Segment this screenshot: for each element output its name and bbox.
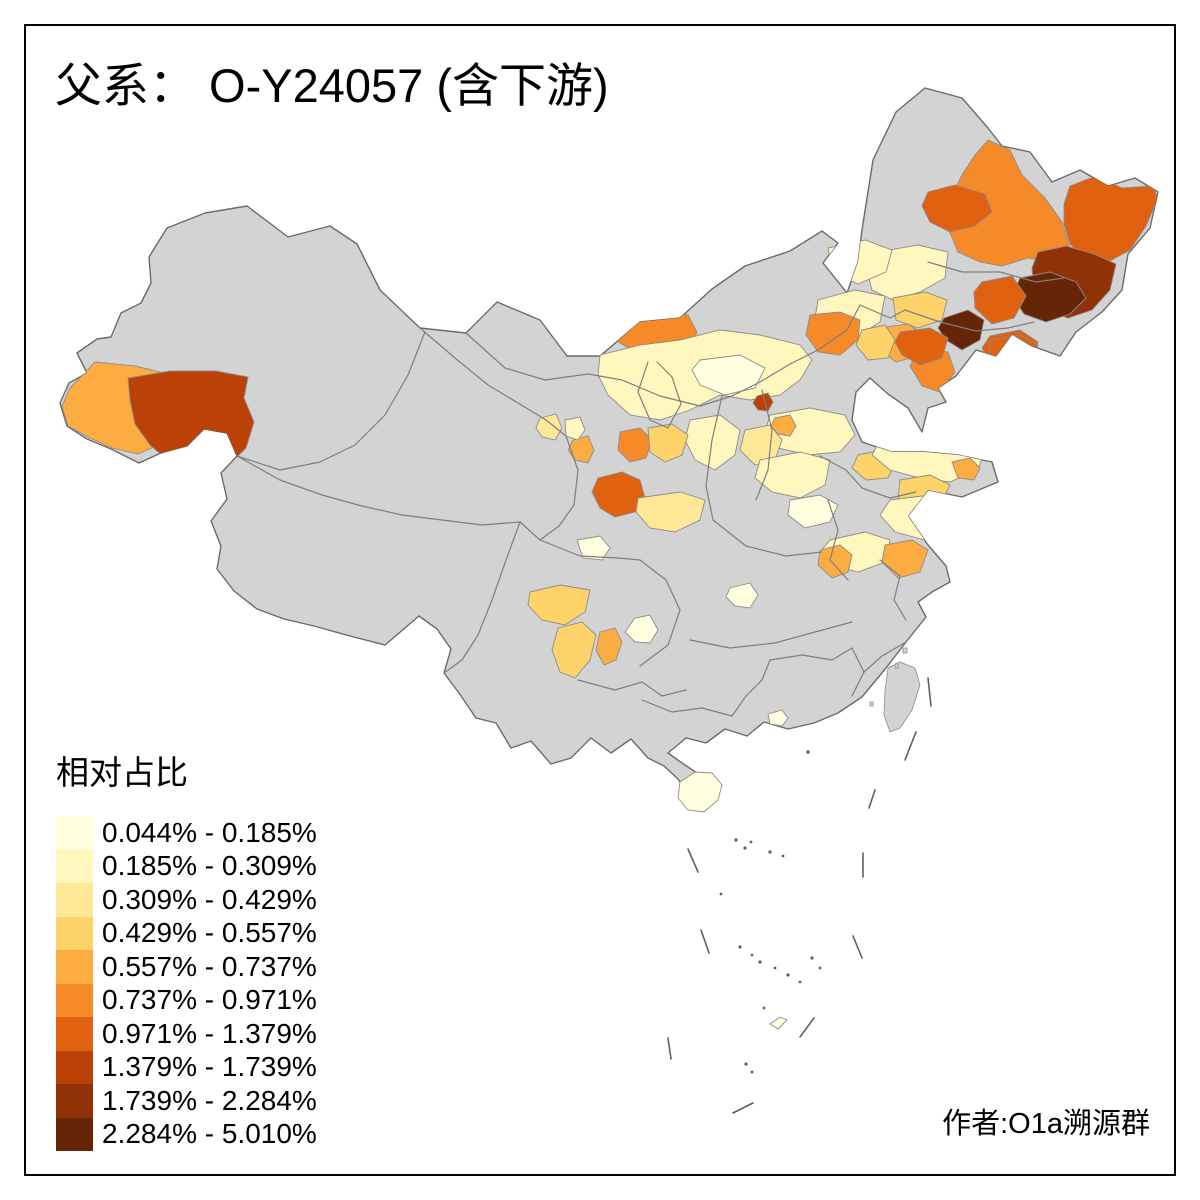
legend-swatch (56, 816, 93, 850)
region-jilin-central (973, 275, 1027, 325)
region-guangzhou (767, 709, 789, 727)
legend-label: 0.309% - 0.429% (102, 883, 317, 915)
region-henan-cream (754, 451, 831, 499)
choropleth-regions (61, 139, 1158, 727)
region-hexi-1 (535, 413, 563, 441)
taiwan-island (883, 661, 921, 733)
region-weifang (951, 457, 981, 481)
legend-swatch (56, 950, 93, 984)
legend-label: 0.185% - 0.309% (102, 850, 317, 882)
legend-swatch (56, 1084, 93, 1118)
attribution: 作者:O1a溯源群 (942, 1108, 1150, 1140)
nine-dash-line (667, 677, 932, 1114)
region-songyuan (892, 291, 948, 329)
legend-swatch (56, 883, 93, 917)
legend-row: 0.185% - 0.309% (56, 849, 317, 883)
legend-row: 1.739% - 2.284% (56, 1084, 317, 1118)
region-shaanxi-north (684, 414, 741, 471)
legend-row: 0.557% - 0.737% (56, 950, 317, 984)
region-zhangjiakou (855, 324, 896, 361)
legend-label: 0.044% - 0.185% (102, 816, 317, 848)
region-tonghua (937, 309, 985, 351)
region-zhangjiajie-white (624, 614, 659, 644)
legend-row: 0.044% - 0.185% (56, 816, 317, 850)
legend-swatch (56, 983, 93, 1017)
legend-swatch (56, 1017, 93, 1051)
province-borders (236, 261, 1065, 717)
region-sichuan-gold-south (551, 621, 597, 679)
region-hubei-white (725, 582, 759, 609)
region-dalian (989, 334, 1039, 373)
region-xining (567, 435, 595, 464)
legend-swatch (56, 849, 93, 883)
legend-title: 相对占比 (56, 754, 188, 791)
region-panzhihua (595, 627, 623, 666)
region-taiping-islet (769, 1016, 788, 1030)
region-suizhou-white (576, 535, 611, 561)
legend-rows: 0.044% - 0.185% 0.185% - 0.309% 0.309% - 0… (56, 816, 317, 1151)
region-dingxi (647, 423, 689, 463)
page-title: 父系： O-Y24057 (含下游) (55, 59, 609, 112)
legend-label: 0.737% - 0.971% (102, 984, 317, 1016)
legend-label: 1.739% - 2.284% (102, 1084, 317, 1116)
legend-swatch (56, 1050, 93, 1084)
legend-row: 0.971% - 1.379% (56, 1017, 317, 1051)
legend-label: 2.284% - 5.010% (102, 1118, 317, 1150)
region-hainan (677, 771, 723, 813)
region-heilongjiang-east (1063, 175, 1158, 263)
region-ulanqab (805, 311, 861, 356)
legend-row: 0.737% - 0.971% (56, 983, 317, 1017)
legend-label: 1.379% - 1.739% (102, 1051, 317, 1083)
region-longnan (635, 491, 706, 533)
region-sichuan-gold-north (527, 584, 591, 626)
region-baiyin (617, 427, 653, 463)
legend-label: 0.971% - 1.379% (102, 1017, 317, 1049)
legend-row: 2.284% - 5.010% (56, 1117, 317, 1151)
legend-swatch (56, 1117, 93, 1151)
legend-label: 0.429% - 0.557% (102, 917, 317, 949)
region-hexi-2 (564, 416, 586, 441)
legend-row: 0.429% - 0.557% (56, 916, 317, 950)
region-henan-white (787, 494, 839, 529)
region-chengde (894, 327, 949, 366)
region-nenjiang (921, 184, 993, 233)
legend: 相对占比 0.044% - 0.185% 0.185% - 0.309% 0.309… (56, 746, 317, 1151)
region-lanzhou (591, 471, 646, 518)
legend-swatch (56, 916, 93, 950)
islands (677, 647, 921, 1030)
legend-row: 0.309% - 0.429% (56, 883, 317, 917)
legend-label: 0.557% - 0.737% (102, 950, 317, 982)
region-beijing (752, 392, 774, 412)
legend-row: 1.379% - 1.739% (56, 1050, 317, 1084)
region-chongqing (817, 544, 853, 579)
